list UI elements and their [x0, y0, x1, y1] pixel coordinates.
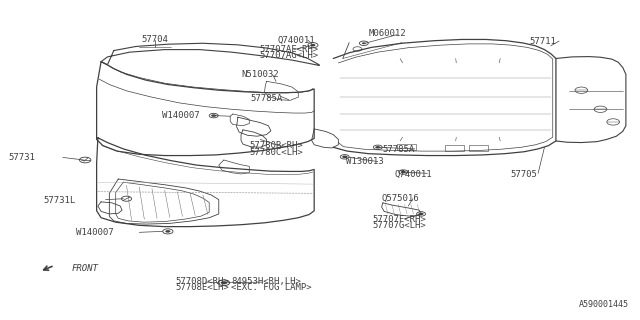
Circle shape [401, 171, 406, 173]
Text: W140007: W140007 [162, 111, 200, 120]
Text: 84953H<RH,LH>: 84953H<RH,LH> [232, 277, 301, 286]
Text: M060012: M060012 [368, 29, 406, 38]
Circle shape [342, 156, 348, 158]
Text: Q740011: Q740011 [277, 36, 315, 44]
Text: N510032: N510032 [241, 70, 278, 79]
Bar [468, 145, 488, 151]
Bar [445, 145, 463, 151]
Text: <EXC. FOG LAMP>: <EXC. FOG LAMP> [232, 283, 312, 292]
Text: 57731L: 57731L [44, 196, 76, 205]
Text: W140007: W140007 [76, 228, 114, 237]
Text: 57711: 57711 [529, 36, 556, 45]
Text: 57708D<RH>: 57708D<RH> [175, 277, 229, 286]
Bar [397, 144, 416, 150]
Text: 57785A: 57785A [251, 94, 283, 103]
Text: 57780B<RH>: 57780B<RH> [250, 141, 303, 150]
Text: Q575016: Q575016 [381, 194, 419, 203]
Text: 57707F<RH>: 57707F<RH> [372, 215, 426, 224]
Text: 57731: 57731 [9, 153, 36, 162]
Text: 57707G<LH>: 57707G<LH> [372, 221, 426, 230]
Circle shape [362, 42, 365, 44]
Circle shape [165, 230, 170, 233]
Circle shape [221, 281, 227, 284]
Text: 57707AF<RH>: 57707AF<RH> [259, 45, 319, 54]
Circle shape [375, 146, 380, 148]
Text: Q740011: Q740011 [394, 170, 432, 179]
Text: 57704: 57704 [141, 35, 168, 44]
Text: 57780C<LH>: 57780C<LH> [250, 148, 303, 156]
Circle shape [419, 213, 424, 215]
Text: A590001445: A590001445 [579, 300, 629, 309]
Text: FRONT: FRONT [71, 264, 98, 273]
Text: W130013: W130013 [346, 157, 383, 166]
Text: 57708E<LH>: 57708E<LH> [175, 283, 229, 292]
Circle shape [310, 44, 316, 46]
Text: 57707AG<LH>: 57707AG<LH> [259, 52, 319, 60]
Circle shape [211, 114, 216, 117]
Text: 57705: 57705 [510, 170, 537, 179]
Text: 57785A: 57785A [383, 145, 415, 154]
